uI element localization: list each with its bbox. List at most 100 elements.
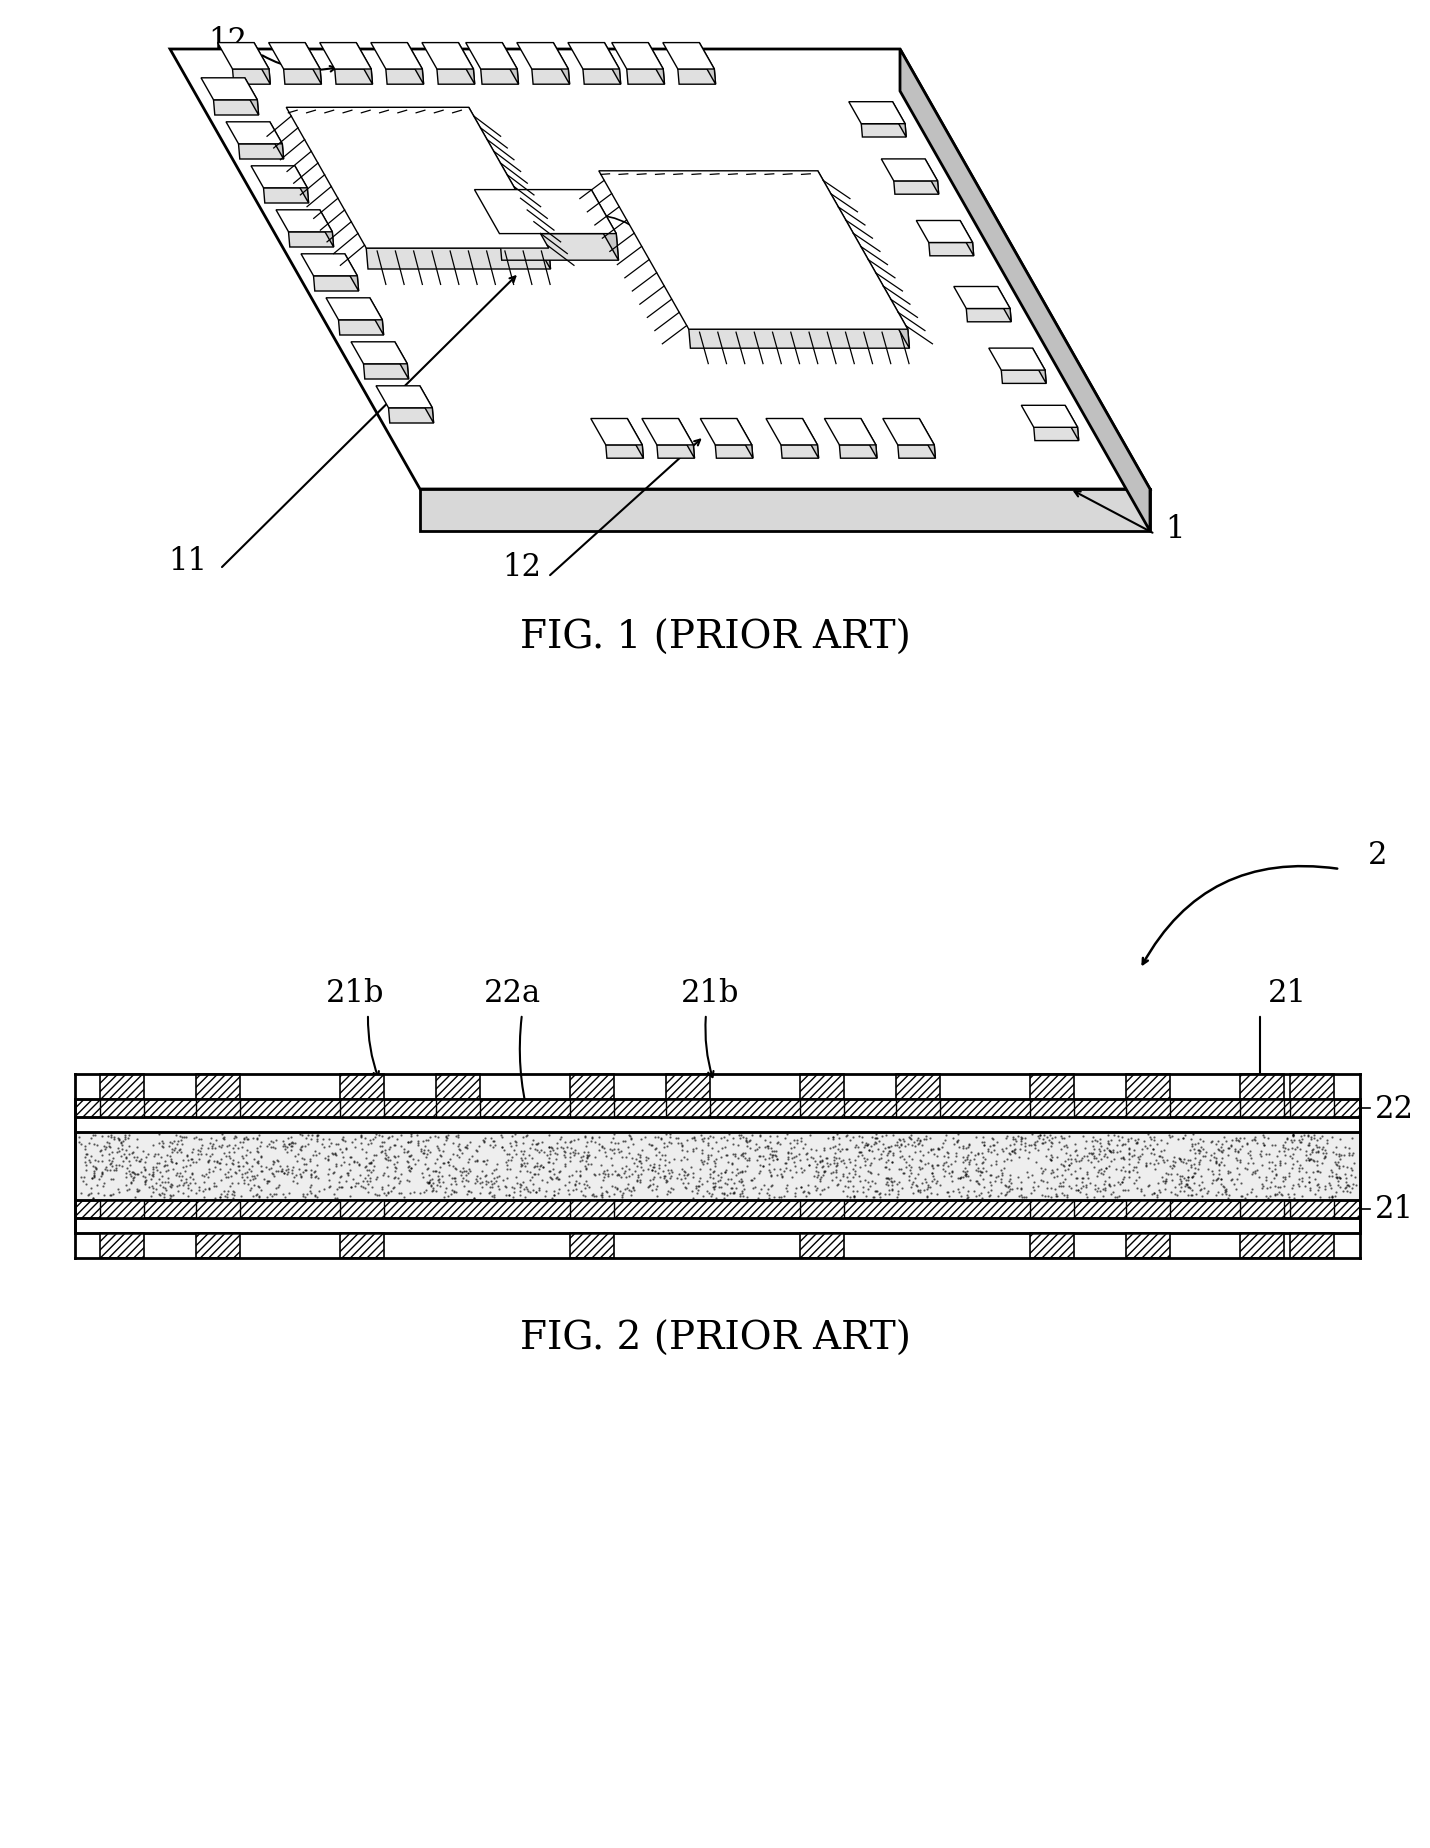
Point (1333, 1173, 1356, 1203)
Point (611, 1183, 633, 1212)
Point (1304, 1164, 1327, 1194)
Point (267, 1173, 290, 1203)
Point (829, 1137, 852, 1166)
Point (1278, 1142, 1301, 1172)
Polygon shape (568, 44, 619, 70)
Point (133, 1148, 156, 1177)
Point (505, 1131, 528, 1161)
Polygon shape (363, 364, 409, 381)
Point (1327, 1153, 1350, 1183)
Bar (436, 1074, 480, 1100)
Point (1296, 1157, 1318, 1186)
Point (741, 1166, 764, 1196)
Point (971, 1148, 994, 1177)
Point (682, 1124, 705, 1153)
Point (1266, 1142, 1288, 1172)
Point (172, 1162, 194, 1192)
Point (1002, 1122, 1025, 1151)
Point (90, 1162, 113, 1192)
Point (928, 1170, 951, 1199)
Point (662, 1144, 685, 1173)
Point (822, 1125, 845, 1155)
Point (1281, 1122, 1304, 1151)
Point (931, 1133, 954, 1162)
Point (418, 1168, 440, 1198)
Point (184, 1122, 207, 1151)
Point (832, 1159, 855, 1188)
Point (1304, 1179, 1327, 1209)
Point (1310, 1148, 1333, 1177)
Point (1200, 1125, 1223, 1155)
Point (1273, 1148, 1296, 1177)
Point (511, 1122, 533, 1151)
Point (682, 1137, 705, 1166)
Point (1273, 1137, 1296, 1166)
Point (1287, 1172, 1310, 1201)
Point (854, 1129, 877, 1159)
Point (1210, 1138, 1233, 1168)
Point (702, 1157, 725, 1186)
Point (1263, 1179, 1286, 1209)
Point (1207, 1177, 1230, 1207)
Point (150, 1179, 173, 1209)
Point (126, 1177, 149, 1207)
Point (358, 1177, 380, 1207)
Point (283, 1129, 306, 1159)
Point (649, 1144, 672, 1173)
Point (523, 1135, 546, 1164)
Point (718, 1120, 741, 1149)
Point (219, 1155, 242, 1185)
Point (699, 1140, 722, 1170)
Point (222, 1133, 245, 1162)
Point (1203, 1142, 1226, 1172)
Point (1303, 1120, 1326, 1149)
Point (246, 1172, 269, 1201)
Point (922, 1164, 945, 1194)
Point (1064, 1129, 1087, 1159)
Point (339, 1173, 362, 1203)
Point (1208, 1148, 1231, 1177)
Point (935, 1177, 958, 1207)
Point (613, 1159, 636, 1188)
Point (1124, 1153, 1147, 1183)
Point (855, 1181, 878, 1210)
Point (466, 1166, 489, 1196)
Point (616, 1170, 639, 1199)
Point (799, 1135, 822, 1164)
Point (622, 1129, 645, 1159)
Polygon shape (642, 419, 694, 445)
Point (784, 1173, 807, 1203)
Point (596, 1177, 619, 1207)
Point (192, 1183, 214, 1212)
Point (1020, 1161, 1042, 1190)
Point (756, 1181, 779, 1210)
Point (821, 1124, 844, 1153)
Point (1184, 1159, 1207, 1188)
Point (525, 1129, 548, 1159)
Point (1200, 1127, 1223, 1157)
Point (1234, 1153, 1257, 1183)
Point (292, 1157, 315, 1186)
Point (798, 1120, 821, 1149)
Point (1241, 1149, 1264, 1179)
Point (159, 1181, 182, 1210)
Point (1037, 1135, 1060, 1164)
Point (1340, 1153, 1363, 1183)
Point (1298, 1173, 1321, 1203)
Point (721, 1173, 744, 1203)
Point (1163, 1144, 1185, 1173)
Point (209, 1144, 232, 1173)
Point (1256, 1183, 1278, 1212)
Point (1135, 1133, 1158, 1162)
Point (1163, 1151, 1185, 1181)
Point (322, 1159, 345, 1188)
Point (1274, 1133, 1297, 1162)
Point (1167, 1170, 1190, 1199)
Point (583, 1161, 606, 1190)
Point (1103, 1120, 1125, 1149)
Point (1308, 1183, 1331, 1212)
Point (835, 1181, 858, 1210)
Point (1298, 1140, 1321, 1170)
Point (107, 1177, 130, 1207)
Point (1333, 1133, 1356, 1162)
